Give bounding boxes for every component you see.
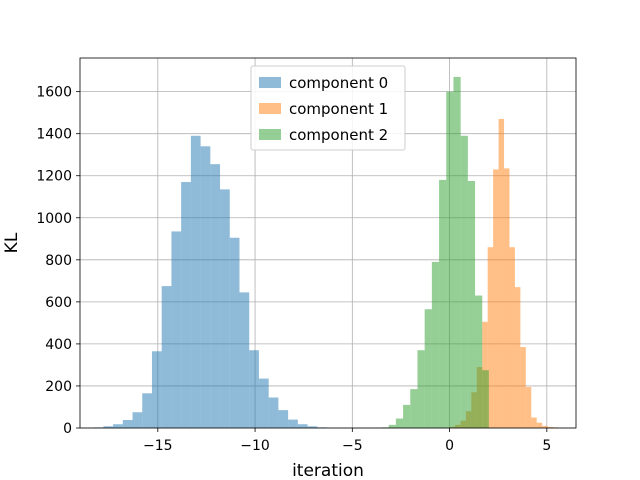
- legend: component 0 component 1 component 2: [250, 65, 406, 151]
- histogram-bar: [288, 419, 298, 428]
- x-tick-label: −5: [342, 438, 363, 454]
- histogram-bar: [431, 261, 440, 428]
- legend-box: [250, 65, 406, 151]
- histogram-bar: [307, 426, 318, 428]
- histogram-bar: [258, 378, 269, 428]
- histogram-bar: [410, 389, 418, 428]
- y-tick-label: 1600: [36, 85, 72, 101]
- histogram-bar: [161, 286, 172, 428]
- legend-label: component 2: [289, 126, 388, 144]
- histogram-bar: [220, 189, 230, 428]
- histogram-bar: [249, 350, 259, 428]
- y-tick-label: 200: [45, 379, 72, 395]
- histogram-bar: [509, 247, 515, 428]
- histogram-bar: [467, 180, 476, 428]
- histogram-bar: [498, 118, 505, 428]
- x-axis-label: iteration: [292, 461, 364, 480]
- y-tick-label: 800: [45, 253, 72, 269]
- histogram-bar: [446, 91, 454, 429]
- histogram-bar: [151, 351, 162, 428]
- histogram-bar: [439, 179, 447, 428]
- x-tick-label: −10: [240, 438, 270, 454]
- y-tick-label: 1000: [36, 211, 72, 227]
- histogram-bars: [93, 76, 559, 429]
- y-tick-label: 1400: [36, 127, 72, 143]
- histogram-bar: [493, 169, 499, 428]
- histogram-bar: [542, 425, 548, 428]
- histogram-bar: [200, 146, 211, 428]
- histogram-bar: [514, 287, 521, 428]
- histogram-bar: [453, 76, 461, 428]
- histogram-bar: [424, 309, 432, 428]
- series-2-bars: [381, 76, 489, 429]
- plot-area-frame: [79, 57, 577, 429]
- histogram-bar: [536, 422, 543, 428]
- histogram-bar: [229, 237, 240, 428]
- series-0-bars: [93, 135, 328, 428]
- legend-label: component 1: [289, 100, 388, 118]
- histogram-bar: [268, 397, 279, 428]
- legend-swatch: [259, 129, 281, 140]
- x-tick-label: 0: [445, 438, 454, 454]
- axis-ticks: −15 −10 −5 0 5 0 200 400 600 800 1000 1200 1400 1600: [36, 85, 551, 454]
- histogram-bar: [388, 424, 396, 428]
- histogram-bar: [103, 426, 114, 428]
- histogram-bar: [417, 350, 425, 428]
- histogram-bar: [520, 347, 526, 428]
- x-tick-label: −15: [143, 438, 173, 454]
- histogram-bar: [122, 420, 133, 428]
- histogram-bar: [132, 412, 143, 428]
- histogram-bar: [113, 424, 123, 428]
- legend-swatch: [259, 103, 281, 114]
- histogram-bar: [487, 247, 494, 428]
- histogram-bar: [210, 164, 221, 428]
- legend-swatch: [259, 77, 281, 88]
- y-tick-label: 600: [45, 295, 72, 311]
- histogram-bar: [460, 135, 468, 428]
- histogram-bar: [547, 426, 554, 428]
- histogram-bar: [278, 410, 289, 428]
- histogram-bar: [531, 417, 537, 428]
- legend-label: component 0: [289, 74, 388, 92]
- x-tick-label: 5: [542, 438, 551, 454]
- histogram-bar: [190, 135, 201, 428]
- histogram-bar: [171, 231, 182, 428]
- histogram-bar: [395, 418, 404, 428]
- histogram-bar: [475, 295, 483, 428]
- histogram-bar: [504, 168, 510, 428]
- y-tick-label: 400: [45, 337, 72, 353]
- histogram-bar: [403, 404, 411, 428]
- histogram-bar: [482, 370, 489, 428]
- histogram-bar: [181, 182, 191, 428]
- histogram-bar: [525, 387, 532, 428]
- y-tick-label: 1200: [36, 169, 72, 185]
- y-axis-label: KL: [2, 232, 22, 253]
- histogram-bar: [142, 393, 152, 428]
- histogram-bar: [297, 424, 308, 428]
- histogram-bar: [239, 292, 250, 428]
- y-tick-label: 0: [63, 421, 72, 437]
